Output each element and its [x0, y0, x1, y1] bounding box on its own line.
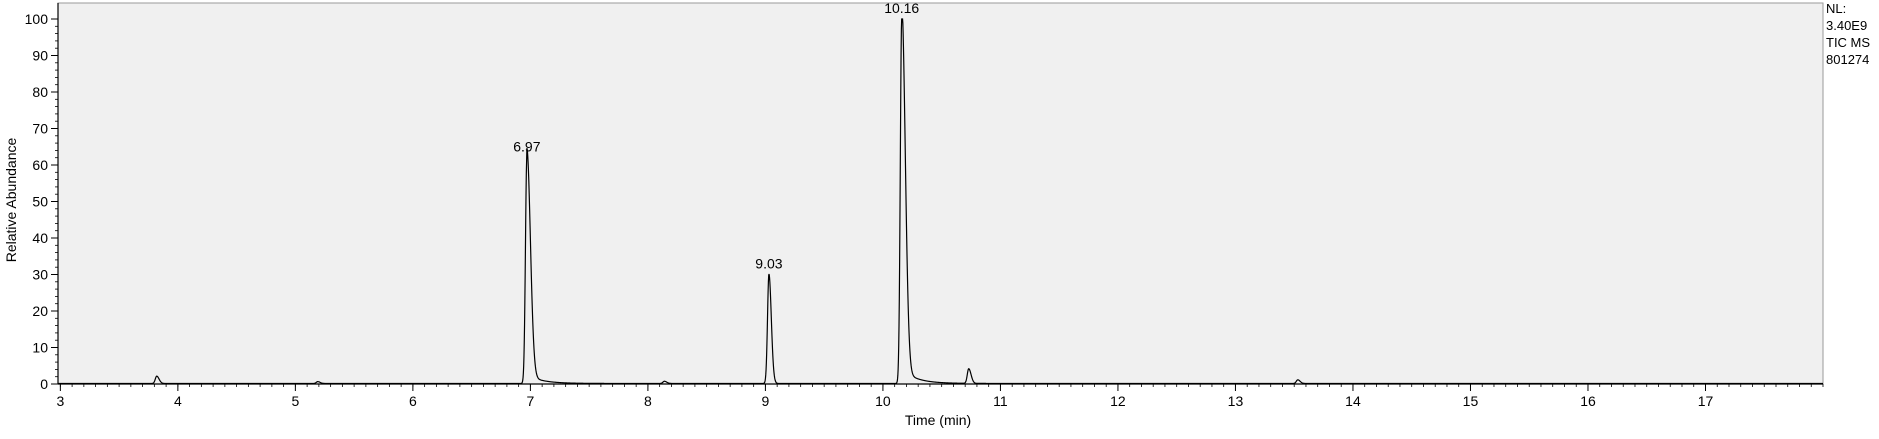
x-tick-label: 7: [526, 393, 534, 409]
info-line: NL:: [1826, 1, 1846, 16]
peak-label: 10.16: [884, 0, 919, 16]
x-tick-label: 4: [174, 393, 182, 409]
y-tick-label: 80: [32, 84, 48, 100]
x-tick-label: 15: [1463, 393, 1479, 409]
tic-trace-line: [58, 18, 1823, 385]
y-tick-label: 30: [32, 267, 48, 283]
x-tick-label: 8: [644, 393, 652, 409]
y-tick-label: 90: [32, 48, 48, 64]
peak-labels: 6.97 9.03 10.16: [513, 0, 919, 272]
y-tick-label: 70: [32, 121, 48, 137]
info-line: TIC MS: [1826, 35, 1870, 50]
info-line: 3.40E9: [1826, 18, 1867, 33]
x-tick-label: 14: [1345, 393, 1361, 409]
x-tick-label: 13: [1228, 393, 1244, 409]
y-axis: 0 10 20 30 40 50 60 70 80 90 100: [25, 3, 59, 392]
x-tick-label: 5: [291, 393, 299, 409]
x-tick-label: 9: [762, 393, 770, 409]
y-tick-label: 10: [32, 340, 48, 356]
y-tick-label: 100: [25, 11, 49, 27]
plot-background: [57, 2, 1824, 385]
y-axis-title: Relative Abundance: [3, 138, 19, 263]
x-tick-label: 12: [1110, 393, 1126, 409]
peak-label: 6.97: [513, 139, 540, 155]
y-tick-label: 0: [40, 376, 48, 392]
x-tick-label: 17: [1698, 393, 1714, 409]
y-tick-label: 60: [32, 157, 48, 173]
x-axis: 3 4 5 6 7 8 9 10 11 12 13 14 15 16 17: [56, 383, 1824, 409]
x-axis-title: Time (min): [905, 412, 971, 428]
y-tick-label: 20: [32, 303, 48, 319]
x-tick-label: 6: [409, 393, 417, 409]
peak-label: 9.03: [755, 256, 782, 272]
y-tick-label: 50: [32, 194, 48, 210]
x-tick-label: 3: [56, 393, 64, 409]
normalization-info: NL: 3.40E9 TIC MS 801274: [1826, 1, 1870, 67]
info-line: 801274: [1826, 52, 1869, 67]
x-tick-label: 11: [993, 393, 1008, 409]
x-tick-label: 10: [875, 393, 891, 409]
y-tick-label: 40: [32, 230, 48, 246]
x-tick-label: 16: [1580, 393, 1596, 409]
